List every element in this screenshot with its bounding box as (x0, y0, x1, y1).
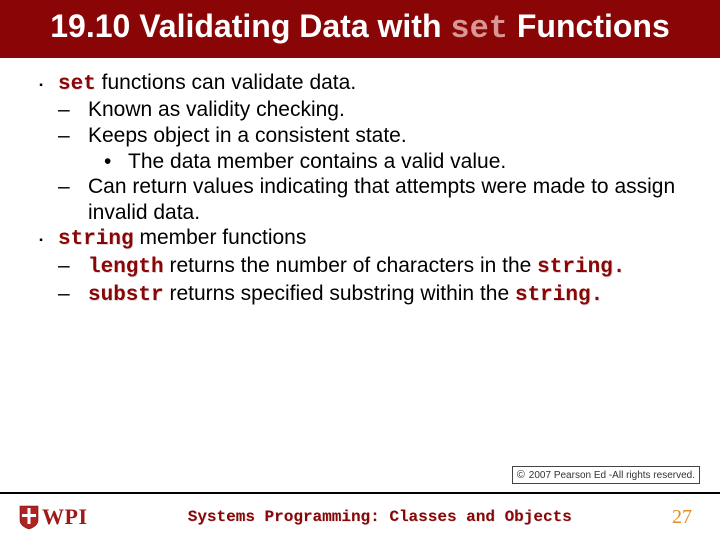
bullet-text: The data member contains a valid value. (128, 149, 696, 175)
dash-marker-icon: – (58, 174, 88, 225)
section-number: 19.10 (50, 8, 130, 44)
slide-footer: WPI Systems Programming: Classes and Obj… (0, 492, 720, 540)
bullet-level-1: ▪ set functions can validate data. (24, 70, 696, 98)
keyword: string (537, 256, 613, 279)
bullet-level-2: – length returns the number of character… (24, 253, 696, 281)
bullet-level-2: – Keeps object in a consistent state. (24, 123, 696, 149)
logo-text: WPI (42, 504, 88, 530)
copyright-box: © 2007 Pearson Ed -All rights reserved. (512, 466, 700, 484)
bullet-text: returns specified substring within the (164, 282, 515, 305)
shield-icon (18, 504, 40, 530)
dash-marker-icon: – (58, 123, 88, 149)
dash-marker-icon: – (58, 97, 88, 123)
keyword-period: . (591, 284, 604, 307)
keyword: string (58, 228, 134, 251)
title-keyword: set (450, 10, 508, 47)
bullet-level-2: – Can return values indicating that atte… (24, 174, 696, 225)
wpi-logo: WPI (18, 504, 88, 530)
bullet-text: member functions (134, 226, 307, 249)
bullet-marker-icon: ▪ (24, 70, 58, 98)
bullet-level-2: – substr returns specified substring wit… (24, 281, 696, 309)
title-post: Functions (508, 8, 670, 44)
bullet-text: Known as validity checking. (88, 97, 696, 123)
bullet-text: Can return values indicating that attemp… (88, 174, 696, 225)
title-pre: Validating Data with (139, 8, 450, 44)
keyword-period: . (613, 256, 626, 279)
bullet-level-2: – Known as validity checking. (24, 97, 696, 123)
dash-marker-icon: – (58, 253, 88, 281)
keyword: substr (88, 284, 164, 307)
bullet-text: returns the number of characters in the (164, 254, 538, 277)
copyright-icon: © (517, 469, 525, 481)
slide-title-bar: 19.10 Validating Data with set Functions (0, 0, 720, 58)
keyword: string (515, 284, 591, 307)
bullet-text: functions can validate data. (96, 71, 356, 94)
copyright-text: 2007 Pearson Ed -All rights reserved. (529, 470, 695, 481)
dot-marker-icon: • (104, 149, 128, 175)
dash-marker-icon: – (58, 281, 88, 309)
keyword: set (58, 73, 96, 96)
bullet-level-3: • The data member contains a valid value… (24, 149, 696, 175)
bullet-text: Keeps object in a consistent state. (88, 123, 696, 149)
footer-title: Systems Programming: Classes and Objects (88, 508, 673, 526)
bullet-marker-icon: ▪ (24, 225, 58, 253)
bullet-level-1: ▪ string member functions (24, 225, 696, 253)
page-number: 27 (672, 506, 692, 529)
slide-body: ▪ set functions can validate data. – Kno… (0, 58, 720, 308)
keyword: length (88, 256, 164, 279)
